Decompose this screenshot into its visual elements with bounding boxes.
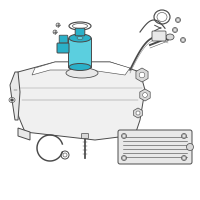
- Ellipse shape: [53, 30, 57, 34]
- Polygon shape: [15, 62, 145, 140]
- Ellipse shape: [174, 29, 176, 31]
- Ellipse shape: [180, 38, 186, 43]
- Ellipse shape: [9, 98, 15, 102]
- Ellipse shape: [182, 156, 186, 160]
- Ellipse shape: [166, 34, 174, 40]
- Ellipse shape: [123, 135, 125, 137]
- Ellipse shape: [122, 134, 127, 138]
- Ellipse shape: [66, 68, 98, 78]
- Ellipse shape: [10, 99, 14, 101]
- Ellipse shape: [177, 19, 179, 21]
- Ellipse shape: [186, 144, 194, 150]
- FancyBboxPatch shape: [118, 130, 192, 164]
- Ellipse shape: [182, 39, 184, 41]
- FancyBboxPatch shape: [75, 28, 85, 36]
- Ellipse shape: [182, 134, 186, 138]
- FancyBboxPatch shape: [82, 134, 88, 138]
- Ellipse shape: [56, 23, 60, 27]
- FancyBboxPatch shape: [57, 43, 69, 53]
- Ellipse shape: [69, 34, 91, 42]
- Ellipse shape: [143, 93, 147, 97]
- Ellipse shape: [172, 27, 178, 32]
- Polygon shape: [18, 128, 30, 140]
- Ellipse shape: [123, 157, 125, 159]
- Ellipse shape: [136, 111, 140, 115]
- Ellipse shape: [139, 72, 145, 78]
- Polygon shape: [140, 89, 150, 101]
- Ellipse shape: [77, 36, 83, 40]
- Ellipse shape: [176, 18, 180, 22]
- Ellipse shape: [122, 156, 127, 160]
- FancyBboxPatch shape: [59, 35, 68, 43]
- Polygon shape: [32, 62, 130, 75]
- Ellipse shape: [183, 157, 185, 159]
- Polygon shape: [136, 68, 148, 82]
- Ellipse shape: [183, 135, 185, 137]
- Polygon shape: [134, 108, 142, 118]
- FancyBboxPatch shape: [68, 38, 92, 68]
- Polygon shape: [10, 72, 20, 120]
- FancyBboxPatch shape: [152, 31, 166, 41]
- Ellipse shape: [69, 64, 91, 71]
